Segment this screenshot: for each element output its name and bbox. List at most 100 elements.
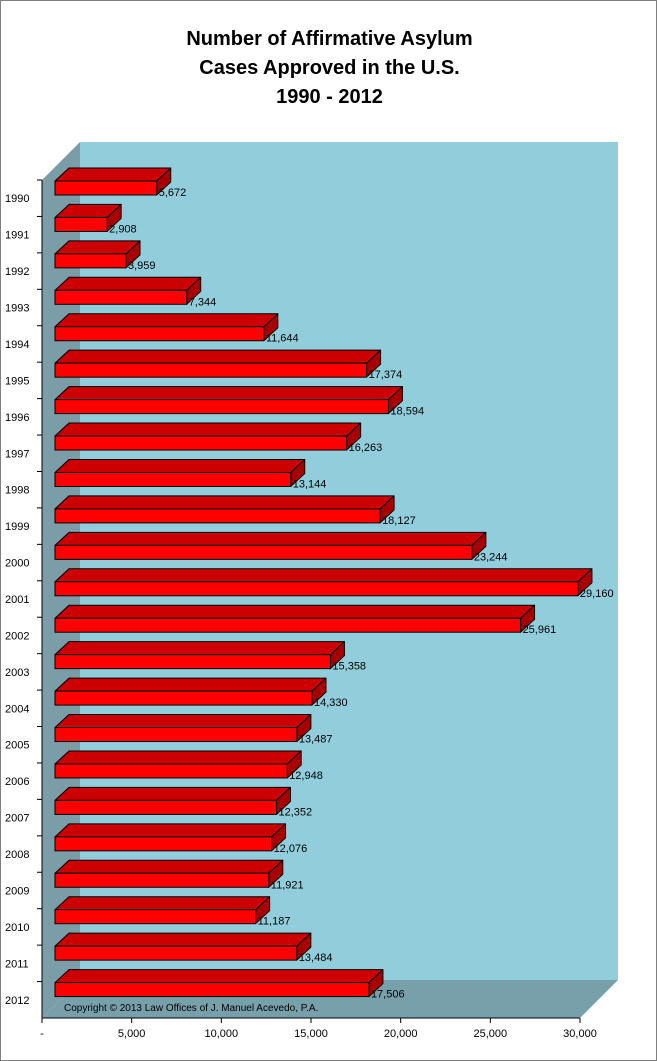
chart-title-line-3: 1990 - 2012 xyxy=(276,86,383,108)
x-tick-label: - xyxy=(40,1028,44,1040)
bar-top xyxy=(54,604,536,619)
bar-front xyxy=(54,544,473,560)
bar-top xyxy=(54,349,382,364)
bar-top xyxy=(54,495,395,510)
bar-front xyxy=(54,289,188,305)
bar-front xyxy=(54,654,331,670)
bar-value-label: 18,127 xyxy=(382,515,416,527)
y-tick-label: 2006 xyxy=(5,776,29,788)
bar-top xyxy=(54,714,312,729)
bar-series: 5,672 2,908 3,959 7,344 11,644 17,374 18,594 16… xyxy=(54,167,614,1001)
x-tick-label: 10,000 xyxy=(205,1028,239,1040)
bar-top xyxy=(54,969,384,984)
y-tick-label: 2005 xyxy=(5,740,29,752)
chart-title: Number of Affirmative Asylum Cases Appro… xyxy=(1,25,657,112)
bar-value-label: 12,076 xyxy=(274,843,308,855)
bar-value-label: 13,144 xyxy=(293,478,327,490)
bar-1994: 11,644 xyxy=(54,313,299,345)
chart-title-line-1: Number of Affirmative Asylum xyxy=(186,28,473,50)
bar-top xyxy=(54,896,271,911)
y-tick-label: 1999 xyxy=(5,521,29,533)
bar-value-label: 7,344 xyxy=(189,296,217,308)
bar-value-label: 18,594 xyxy=(390,406,424,418)
bar-top xyxy=(54,932,312,947)
x-tick-label: 25,000 xyxy=(474,1028,508,1040)
y-axis: 1990 1991 1992 1993 1994 1995 1996 1997 1998 1999… xyxy=(5,179,43,1018)
y-tick-label: 2009 xyxy=(5,885,29,897)
bar-2000: 23,244 xyxy=(54,531,507,563)
bar-top xyxy=(54,786,292,801)
bar-value-label: 3,959 xyxy=(128,260,156,272)
bar-value-label: 13,484 xyxy=(299,952,333,964)
bar-2011: 13,484 xyxy=(54,932,333,964)
bar-top xyxy=(54,458,306,473)
chart-title-line-2: Cases Approved in the U.S. xyxy=(199,57,460,79)
bar-top xyxy=(54,568,593,583)
y-tick-label: 1990 xyxy=(5,193,29,205)
y-tick-label: 2012 xyxy=(5,995,29,1007)
bar-front xyxy=(54,799,278,815)
y-tick-label: 1998 xyxy=(5,485,29,497)
y-tick-label: 2007 xyxy=(5,813,29,825)
y-tick-label: 2003 xyxy=(5,667,29,679)
bar-top xyxy=(54,823,287,838)
bar-1999: 18,127 xyxy=(54,495,416,527)
chart-back-wall xyxy=(80,142,618,980)
bar-2001: 29,160 xyxy=(54,568,614,600)
x-tick-label: 30,000 xyxy=(563,1028,597,1040)
bar-front xyxy=(54,180,158,196)
y-tick-label: 2004 xyxy=(5,703,29,715)
bar-front xyxy=(54,399,389,415)
y-tick-label: 2010 xyxy=(5,922,29,934)
bar-2012: 17,506 xyxy=(54,969,405,1001)
bar-value-label: 12,352 xyxy=(279,806,313,818)
bar-2008: 12,076 xyxy=(54,823,308,855)
y-tick-label: 1995 xyxy=(5,375,29,387)
bar-value-label: 12,948 xyxy=(289,770,323,782)
x-tick-label: 15,000 xyxy=(294,1028,328,1040)
bar-top xyxy=(54,531,487,546)
y-tick-label: 2001 xyxy=(5,594,29,606)
bar-value-label: 11,921 xyxy=(271,879,304,891)
x-tick-label: 5,000 xyxy=(118,1028,146,1040)
bar-front xyxy=(54,763,288,779)
bar-value-label: 15,358 xyxy=(332,661,366,673)
bar-top xyxy=(54,422,362,437)
y-tick-label: 1991 xyxy=(5,230,29,242)
y-tick-label: 1993 xyxy=(5,303,29,315)
bar-value-label: 29,160 xyxy=(580,588,614,600)
bar-2007: 12,352 xyxy=(54,786,313,818)
bar-2002: 25,961 xyxy=(54,604,556,636)
bar-top xyxy=(54,386,403,401)
y-tick-label: 1994 xyxy=(5,339,29,351)
bar-front xyxy=(54,945,298,961)
bar-front xyxy=(54,508,381,524)
y-tick-label: 1992 xyxy=(5,266,29,278)
bar-front xyxy=(54,435,348,451)
bar-top xyxy=(54,276,202,291)
bar-value-label: 11,644 xyxy=(266,333,299,345)
bar-front xyxy=(54,982,370,998)
bar-value-label: 5,672 xyxy=(159,187,187,199)
bar-front xyxy=(54,617,522,633)
bar-front xyxy=(54,872,270,888)
bar-front xyxy=(54,471,292,487)
bar-value-label: 16,263 xyxy=(349,442,383,454)
bar-front xyxy=(54,216,108,232)
bar-1993: 7,344 xyxy=(54,276,217,308)
bar-top xyxy=(54,641,345,656)
bar-front xyxy=(54,836,273,852)
y-tick-label: 2002 xyxy=(5,630,29,642)
bar-top xyxy=(54,859,284,874)
bar-front xyxy=(54,362,368,378)
bar-1991: 2,908 xyxy=(54,203,137,235)
bar-front xyxy=(54,727,298,743)
bar-2009: 11,921 xyxy=(54,859,304,891)
bar-value-label: 17,506 xyxy=(371,989,405,1001)
y-tick-label: 1997 xyxy=(5,448,29,460)
bar-front xyxy=(54,326,265,342)
bar-top xyxy=(54,167,172,182)
bar-1990: 5,672 xyxy=(54,167,187,199)
bar-top xyxy=(54,750,302,765)
